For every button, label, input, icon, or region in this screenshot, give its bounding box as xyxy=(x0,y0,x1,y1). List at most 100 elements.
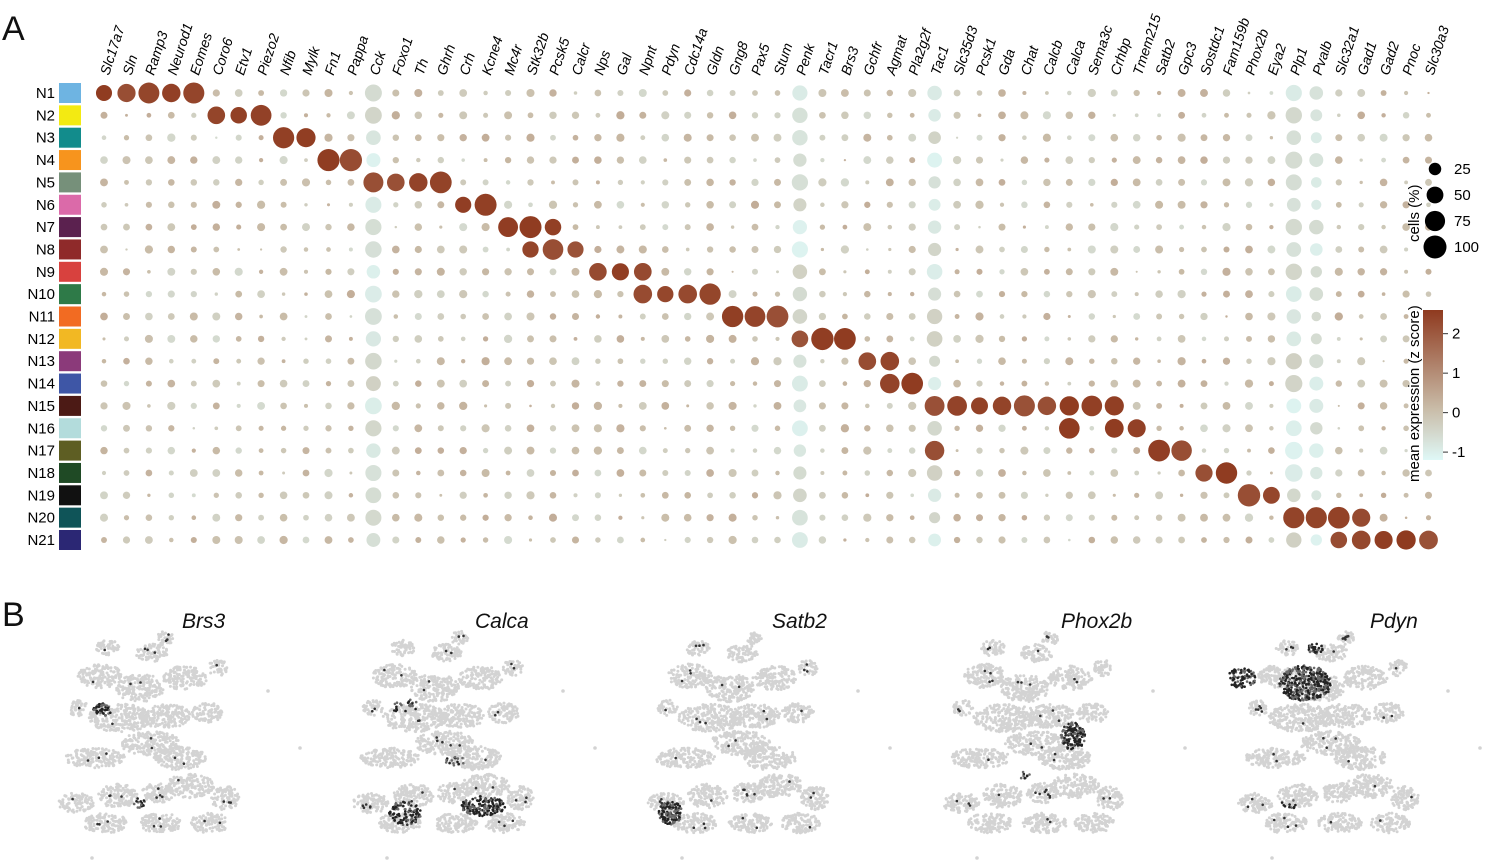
umap-cell xyxy=(66,754,70,758)
expression-dot xyxy=(1156,380,1163,387)
umap-cell xyxy=(130,706,134,710)
umap-cell xyxy=(159,633,163,636)
expression-dot xyxy=(437,514,445,521)
expression-dot xyxy=(864,269,870,275)
umap-cell xyxy=(73,763,77,767)
expression-dot xyxy=(393,314,399,319)
umap-cell xyxy=(195,706,199,710)
umap-cell xyxy=(165,750,169,754)
umap-cell xyxy=(157,684,161,688)
expression-dot xyxy=(1200,312,1208,321)
umap-cell xyxy=(151,818,155,822)
umap-expressing-cell xyxy=(161,795,164,799)
expression-dot xyxy=(638,446,647,455)
umap-cell xyxy=(64,794,68,798)
umap-cell xyxy=(130,738,133,742)
cluster-swatch xyxy=(59,105,81,126)
umap-cell xyxy=(432,680,436,684)
expression-dot xyxy=(618,493,623,497)
umap-cell xyxy=(106,680,110,684)
expression-dot xyxy=(706,246,714,253)
expression-dot xyxy=(1132,379,1141,388)
expression-dot xyxy=(482,537,489,543)
expression-dot xyxy=(618,515,623,520)
umap-cell xyxy=(83,799,87,802)
umap-cell xyxy=(114,750,117,754)
umap-cell xyxy=(153,654,157,658)
expression-dot xyxy=(1358,202,1364,208)
umap-cell xyxy=(109,669,113,673)
expression-dot xyxy=(1134,515,1140,521)
expression-dot xyxy=(392,89,400,97)
expression-dot xyxy=(281,336,286,342)
size-legend-label: 100 xyxy=(1454,239,1479,256)
umap-cell xyxy=(107,675,111,679)
umap-cell xyxy=(120,717,124,721)
umap-cell xyxy=(127,723,131,727)
expression-dot xyxy=(168,492,175,499)
umap-cell xyxy=(210,796,214,800)
umap-cell xyxy=(444,642,448,646)
expression-dot xyxy=(549,111,557,120)
cluster-swatch xyxy=(59,83,81,103)
expression-dot xyxy=(1201,291,1207,297)
expression-dot xyxy=(616,245,625,254)
expression-dot xyxy=(886,312,894,321)
umap-cell xyxy=(131,743,135,747)
umap-expressing-cell xyxy=(91,680,95,684)
expression-dot xyxy=(1381,157,1386,163)
umap-cell xyxy=(148,685,152,689)
expression-dot xyxy=(1357,111,1366,120)
expression-dot xyxy=(926,465,943,481)
umap-cell xyxy=(149,793,153,797)
expression-dot xyxy=(706,178,714,187)
expression-dot xyxy=(483,112,489,118)
umap-cell xyxy=(170,813,174,817)
expression-dot xyxy=(571,402,580,410)
expression-dot xyxy=(863,513,872,522)
expression-dot xyxy=(168,201,175,209)
expression-dot xyxy=(302,491,310,499)
expression-dot xyxy=(348,447,354,454)
umap-cell xyxy=(500,678,504,682)
expression-dot xyxy=(1381,426,1386,431)
expression-dot xyxy=(595,112,601,118)
umap-cell xyxy=(419,687,423,691)
expression-dot xyxy=(661,267,670,276)
expression-dot xyxy=(928,176,941,189)
umap-cell xyxy=(183,787,186,791)
umap-cell xyxy=(125,794,129,798)
expression-dot xyxy=(235,514,243,522)
umap-cell xyxy=(106,683,110,687)
expression-dot xyxy=(1285,286,1302,302)
umap-cell xyxy=(161,712,165,716)
expression-dot xyxy=(1224,112,1229,118)
expression-dot xyxy=(975,312,984,321)
umap-cell xyxy=(173,820,177,823)
umap-expressing-cell xyxy=(93,708,96,711)
cluster-label: N11 xyxy=(29,309,55,326)
expression-dot xyxy=(1403,358,1409,364)
expression-dot xyxy=(258,269,264,274)
expression-dot xyxy=(1178,313,1185,320)
expression-dot xyxy=(481,469,490,477)
umap-cell xyxy=(220,828,224,832)
umap-cell xyxy=(88,764,92,768)
expression-dot xyxy=(595,381,601,386)
expression-dot xyxy=(1244,178,1254,187)
umap-cell xyxy=(397,640,401,644)
expression-dot xyxy=(1200,513,1208,522)
expression-dot xyxy=(1177,156,1186,164)
umap-cell xyxy=(137,697,140,701)
expression-dot xyxy=(147,269,151,274)
umap-cell xyxy=(443,645,447,649)
umap-cell xyxy=(102,722,106,726)
umap-cell xyxy=(146,687,150,691)
umap-cell xyxy=(214,796,218,800)
umap-cell xyxy=(61,798,65,802)
cluster-label: N12 xyxy=(27,331,55,348)
umap-cell xyxy=(154,813,158,817)
expression-dot xyxy=(527,335,534,343)
expression-dot xyxy=(144,245,153,254)
expression-dot xyxy=(147,404,151,408)
